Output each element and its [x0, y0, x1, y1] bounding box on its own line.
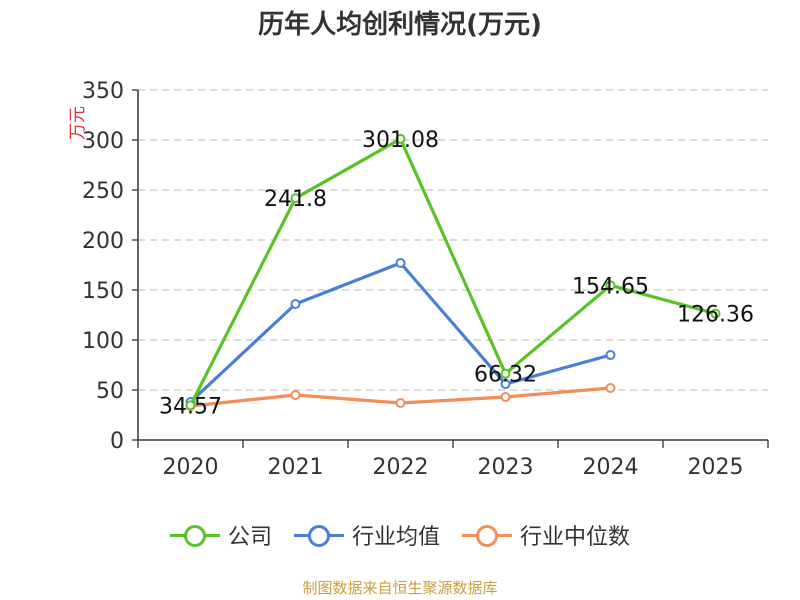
legend-marker-industry-median: [462, 525, 512, 547]
legend-item-industry-median[interactable]: 行业中位数: [462, 519, 630, 551]
data-label: 241.8: [264, 187, 327, 212]
data-point: [290, 193, 301, 204]
data-point: [710, 308, 721, 319]
data-source-note: 制图数据来自恒生聚源数据库: [302, 579, 498, 597]
data-point: [290, 299, 301, 309]
x-tick-label: 2023: [478, 455, 534, 480]
data-point: [605, 280, 616, 291]
data-point: [395, 398, 406, 408]
y-tick-label: 0: [110, 429, 124, 454]
data-label: 301.08: [362, 128, 439, 153]
legend: 公司 行业均值 行业中位数: [0, 519, 800, 551]
data-point: [500, 379, 511, 389]
data-point: [500, 392, 511, 402]
data-label: 66.32: [474, 363, 537, 388]
x-tick-label: 2022: [373, 455, 429, 480]
y-tick-label: 350: [82, 79, 124, 104]
legend-marker-company: [169, 525, 220, 547]
y-tick-label: 250: [82, 179, 124, 204]
y-tick-label: 50: [96, 379, 124, 404]
x-tick-label: 2020: [163, 455, 219, 480]
x-tick-label: 2021: [268, 455, 324, 480]
data-point: [605, 383, 616, 393]
x-tick-label: 2024: [583, 455, 639, 480]
y-tick-label: 200: [82, 229, 124, 254]
legend-item-company[interactable]: 公司: [169, 519, 272, 551]
legend-item-industry-mean[interactable]: 行业均值: [293, 519, 440, 551]
y-tick-label: 300: [82, 129, 124, 154]
data-point: [395, 258, 406, 268]
legend-label-industry-median: 行业中位数: [520, 525, 631, 550]
legend-label-industry-mean: 行业均值: [351, 525, 440, 550]
y-tick-label: 150: [82, 279, 124, 304]
data-point: [185, 400, 196, 411]
data-label: 34.57: [159, 394, 222, 419]
series-line: [189, 137, 716, 407]
data-point: [290, 390, 301, 400]
data-point: [605, 350, 616, 360]
y-tick-label: 100: [82, 329, 124, 354]
legend-marker-industry-mean: [293, 525, 344, 547]
data-point: [500, 368, 511, 379]
y-axis-title: 万元: [68, 106, 88, 140]
x-tick-label: 2025: [688, 455, 744, 480]
data-label: 154.65: [572, 274, 649, 299]
data-point: [395, 133, 406, 144]
chart-title: 历年人均创利情况(万元): [258, 10, 542, 40]
legend-label-company: 公司: [227, 525, 272, 550]
data-label: 126.36: [677, 303, 754, 328]
